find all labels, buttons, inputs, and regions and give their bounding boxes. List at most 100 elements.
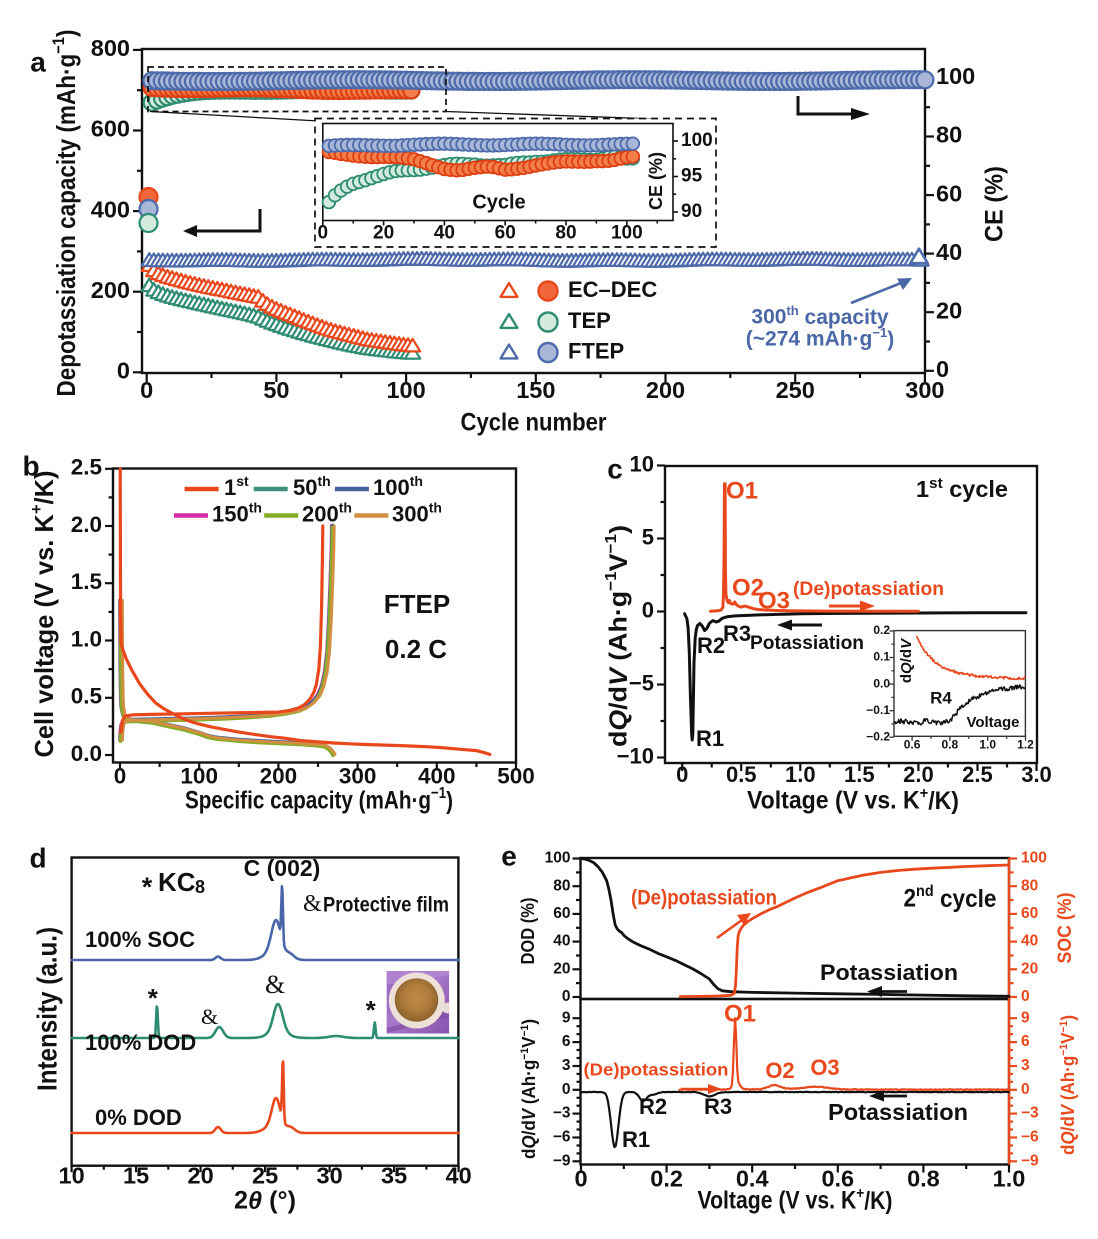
svg-text:0: 0: [117, 358, 130, 384]
svg-text:d: d: [29, 842, 46, 873]
svg-text:0: 0: [114, 763, 127, 788]
svg-text:O1: O1: [726, 477, 758, 504]
svg-text:Protective film: Protective film: [323, 894, 449, 917]
svg-text:0.2: 0.2: [650, 1166, 683, 1192]
svg-text:O2: O2: [765, 1058, 794, 1083]
svg-text:−3: −3: [553, 1105, 571, 1122]
svg-text:1.0: 1.0: [979, 737, 996, 751]
svg-text:0% DOD: 0% DOD: [95, 1105, 182, 1130]
svg-text:R2: R2: [639, 1094, 667, 1119]
svg-text:R3: R3: [723, 621, 751, 646]
svg-text:1.0: 1.0: [785, 762, 816, 787]
svg-text:O1: O1: [724, 1000, 756, 1027]
svg-text:300: 300: [905, 377, 944, 403]
svg-text:Depotassiation capacity (mAh·g: Depotassiation capacity (mAh·g−1): [49, 29, 80, 396]
svg-text:O2: O2: [732, 574, 764, 601]
svg-text:Potassiation: Potassiation: [828, 1099, 968, 1125]
svg-text:50: 50: [263, 377, 289, 403]
svg-text:−0.2: −0.2: [866, 729, 890, 743]
svg-text:−6: −6: [1021, 1129, 1039, 1146]
svg-text:1.2: 1.2: [1017, 737, 1034, 751]
svg-text:−0.1: −0.1: [866, 703, 890, 717]
svg-text:0.0: 0.0: [873, 676, 890, 690]
svg-text:dQ/dV (Ah·g−1V−1): dQ/dV (Ah·g−1V−1): [603, 525, 632, 747]
svg-text:KC: KC: [158, 867, 196, 897]
svg-text:100: 100: [1021, 850, 1047, 867]
svg-text:&: &: [303, 891, 322, 917]
svg-text:O3: O3: [810, 1055, 839, 1080]
svg-text:6: 6: [562, 1033, 571, 1050]
svg-text:100% SOC: 100% SOC: [85, 927, 195, 952]
svg-text:80: 80: [1021, 877, 1038, 894]
svg-text:0.6: 0.6: [821, 1166, 854, 1192]
svg-text:0: 0: [562, 1081, 571, 1098]
svg-text:100: 100: [936, 63, 975, 89]
svg-text:9: 9: [562, 1009, 571, 1026]
svg-text:20: 20: [553, 960, 570, 977]
svg-text:500: 500: [497, 763, 535, 788]
svg-text:CE (%): CE (%): [646, 152, 666, 210]
svg-text:600: 600: [91, 116, 130, 142]
svg-text:Cell voltage (V vs. K+/K): Cell voltage (V vs. K+/K): [27, 471, 58, 758]
svg-text:2θ (°): 2θ (°): [234, 1187, 296, 1215]
svg-text:0.5: 0.5: [71, 684, 102, 709]
svg-text:3.0: 3.0: [1021, 762, 1052, 787]
svg-text:dQ/dV (Ah·g−1V−1): dQ/dV (Ah·g−1V−1): [519, 1019, 539, 1159]
svg-text:R4: R4: [930, 688, 952, 707]
svg-text:DOD (%): DOD (%): [518, 898, 538, 965]
svg-text:400: 400: [418, 763, 456, 788]
svg-text:30: 30: [317, 1162, 343, 1188]
svg-text:0: 0: [676, 762, 688, 787]
svg-text:0: 0: [318, 223, 329, 244]
svg-text:0.8: 0.8: [907, 1166, 940, 1192]
svg-text:(De)potassiation: (De)potassiation: [631, 887, 777, 910]
svg-text:6: 6: [1021, 1033, 1030, 1050]
svg-text:*: *: [142, 872, 153, 902]
svg-text:0.2: 0.2: [873, 623, 890, 637]
svg-text:1.5: 1.5: [71, 569, 102, 594]
svg-text:20: 20: [1021, 960, 1038, 977]
svg-text:0: 0: [1021, 1081, 1030, 1098]
svg-text:0.8: 0.8: [942, 737, 959, 751]
svg-text:60: 60: [1021, 905, 1038, 922]
svg-text:3: 3: [1021, 1057, 1030, 1074]
svg-text:dQ/dV: dQ/dV: [898, 637, 915, 683]
svg-text:200: 200: [260, 763, 298, 788]
svg-text:40: 40: [936, 239, 962, 265]
svg-text:35: 35: [381, 1162, 407, 1188]
svg-text:10: 10: [630, 451, 654, 476]
svg-text:60: 60: [936, 180, 962, 206]
svg-text:R1: R1: [696, 726, 724, 751]
svg-text:90: 90: [681, 201, 702, 222]
svg-text:80: 80: [555, 223, 576, 244]
svg-text:25: 25: [252, 1162, 278, 1188]
svg-text:2.5: 2.5: [71, 455, 102, 480]
svg-text:EC–DEC: EC–DEC: [568, 277, 657, 302]
svg-text:0: 0: [642, 597, 654, 622]
svg-text:e: e: [501, 840, 517, 871]
svg-text:Potassiation: Potassiation: [750, 633, 864, 654]
svg-text:SOC (%): SOC (%): [1055, 893, 1076, 964]
svg-text:−9: −9: [1021, 1152, 1039, 1169]
svg-text:Specific capacity (mAh·g−1): Specific capacity (mAh·g−1): [185, 785, 453, 814]
svg-text:0.6: 0.6: [904, 737, 921, 751]
svg-text:(De)potassiation: (De)potassiation: [584, 1060, 729, 1080]
svg-text:40: 40: [1021, 933, 1038, 950]
svg-text:R2: R2: [697, 633, 725, 658]
svg-text:R1: R1: [622, 1127, 650, 1152]
svg-text:1.5: 1.5: [844, 762, 875, 787]
svg-text:Cycle: Cycle: [472, 191, 525, 213]
svg-text:100% DOD: 100% DOD: [85, 1030, 196, 1055]
svg-text:O3: O3: [758, 587, 790, 614]
svg-text:100: 100: [545, 850, 571, 867]
svg-text:(~274 mAh·g−1): (~274 mAh·g−1): [746, 325, 894, 350]
svg-text:15: 15: [123, 1162, 149, 1188]
svg-text:2nd cycle: 2nd cycle: [904, 883, 997, 912]
svg-text:Cycle number: Cycle number: [461, 409, 607, 437]
svg-text:−9: −9: [553, 1152, 571, 1169]
svg-text:0.1: 0.1: [873, 650, 890, 664]
svg-text:100: 100: [386, 377, 425, 403]
svg-text:200: 200: [646, 377, 685, 403]
svg-text:2.5: 2.5: [962, 762, 993, 787]
svg-text:*: *: [366, 995, 377, 1025]
